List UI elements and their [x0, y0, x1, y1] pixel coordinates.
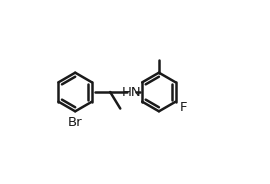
Text: F: F [179, 101, 187, 114]
Text: HN: HN [122, 86, 141, 98]
Text: Br: Br [68, 116, 83, 129]
